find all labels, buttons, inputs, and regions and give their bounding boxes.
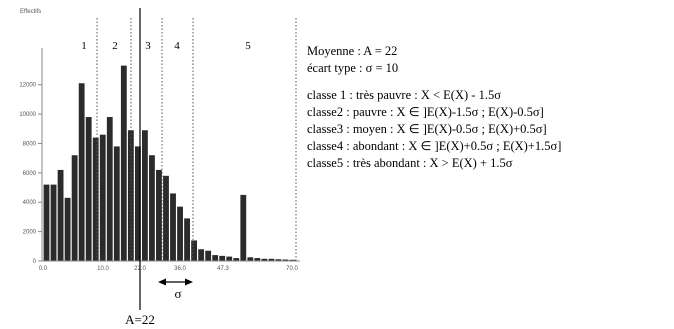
- mean-label: A=22: [125, 312, 155, 327]
- histogram-bar: [268, 258, 275, 261]
- y-axis-label: Effectifs: [20, 9, 41, 15]
- histogram-bar: [212, 255, 219, 261]
- class-4-text: classe4 : abondant : X ∈ ]E(X)+0.5σ ; E(…: [307, 139, 562, 153]
- histogram-bar: [184, 218, 190, 261]
- class-label-5: 5: [245, 40, 251, 52]
- y-tick-label: 10000: [19, 112, 36, 118]
- histogram-bar: [163, 175, 169, 261]
- histogram-bar: [134, 146, 141, 261]
- class-label-1: 1: [81, 40, 87, 52]
- y-tick-label: 4000: [23, 200, 37, 206]
- class-label-3: 3: [145, 40, 151, 52]
- histogram-chart: Effectifs 0 2000 4000 6000 8000 10000 12000 0.…: [19, 8, 300, 327]
- histogram-bar: [233, 258, 240, 261]
- histogram-bar: [64, 197, 71, 261]
- y-tick-label: 2000: [23, 230, 37, 236]
- class-2-text: classe2 : pauvre : X ∈ ]E(X)-1.5σ ; E(X)…: [307, 105, 544, 119]
- histogram-bar: [57, 169, 64, 261]
- x-tick-label: 36.0: [174, 266, 186, 272]
- histogram-bar: [43, 184, 50, 261]
- x-tick-label: 10.0: [97, 266, 109, 272]
- y-axis: 0 2000 4000 6000 8000 10000 12000: [19, 83, 42, 265]
- x-axis: 0.010.022.036.047.370.0: [39, 266, 299, 272]
- histogram-bar: [170, 193, 176, 261]
- y-tick-label: 0: [33, 259, 37, 265]
- histogram-bar: [149, 155, 155, 261]
- histogram-bar: [205, 250, 212, 261]
- histogram-bar: [71, 155, 78, 261]
- class-label-4: 4: [174, 40, 180, 52]
- histogram-bar: [99, 134, 106, 261]
- histogram-bar: [282, 259, 289, 261]
- mean-text: Moyenne : A = 22: [307, 44, 398, 58]
- histogram-bar: [106, 117, 113, 261]
- histogram-bar: [120, 65, 127, 261]
- histogram-bar: [219, 255, 226, 261]
- sigma-arrow: [158, 278, 193, 286]
- y-tick-label: 8000: [23, 141, 37, 147]
- x-tick-label: 70.0: [286, 266, 298, 272]
- class-3-text: classe3 : moyen : X ∈ ]E(X)-0.5σ ; E(X)+…: [307, 122, 547, 136]
- histogram-bar: [247, 257, 254, 261]
- histogram-bar: [156, 169, 162, 261]
- histogram-bar: [240, 194, 247, 261]
- histogram-bars: [43, 65, 296, 261]
- histogram-bar: [191, 240, 198, 261]
- x-tick-label: 0.0: [39, 266, 48, 272]
- histogram-bar: [226, 256, 233, 261]
- histogram-bar: [177, 206, 183, 261]
- y-tick-label: 12000: [19, 83, 36, 89]
- histogram-bar: [275, 259, 282, 261]
- y-tick-label: 6000: [23, 171, 37, 177]
- histogram-bar: [127, 130, 134, 261]
- histogram-bar: [50, 184, 57, 261]
- sigma-label: σ: [174, 286, 181, 301]
- histogram-bar: [289, 259, 296, 261]
- histogram-bar: [261, 258, 268, 261]
- class-5-text: classe5 : très abondant : X > E(X) + 1.5…: [307, 156, 513, 170]
- x-tick-label: 47.3: [217, 266, 229, 272]
- class-label-2: 2: [112, 40, 118, 52]
- histogram-bar: [254, 258, 261, 261]
- legend-text-block: Moyenne : A = 22 écart type : σ = 10 cla…: [307, 43, 561, 172]
- histogram-bar: [198, 249, 205, 261]
- histogram-bar: [113, 146, 120, 261]
- class-1-text: classe 1 : très pauvre : X < E(X) - 1.5σ: [307, 88, 501, 102]
- histogram-bar: [85, 117, 92, 261]
- histogram-bar: [78, 83, 85, 261]
- std-text: écart type : σ = 10: [307, 61, 399, 75]
- histogram-bar: [141, 130, 148, 261]
- histogram-bar: [92, 137, 99, 261]
